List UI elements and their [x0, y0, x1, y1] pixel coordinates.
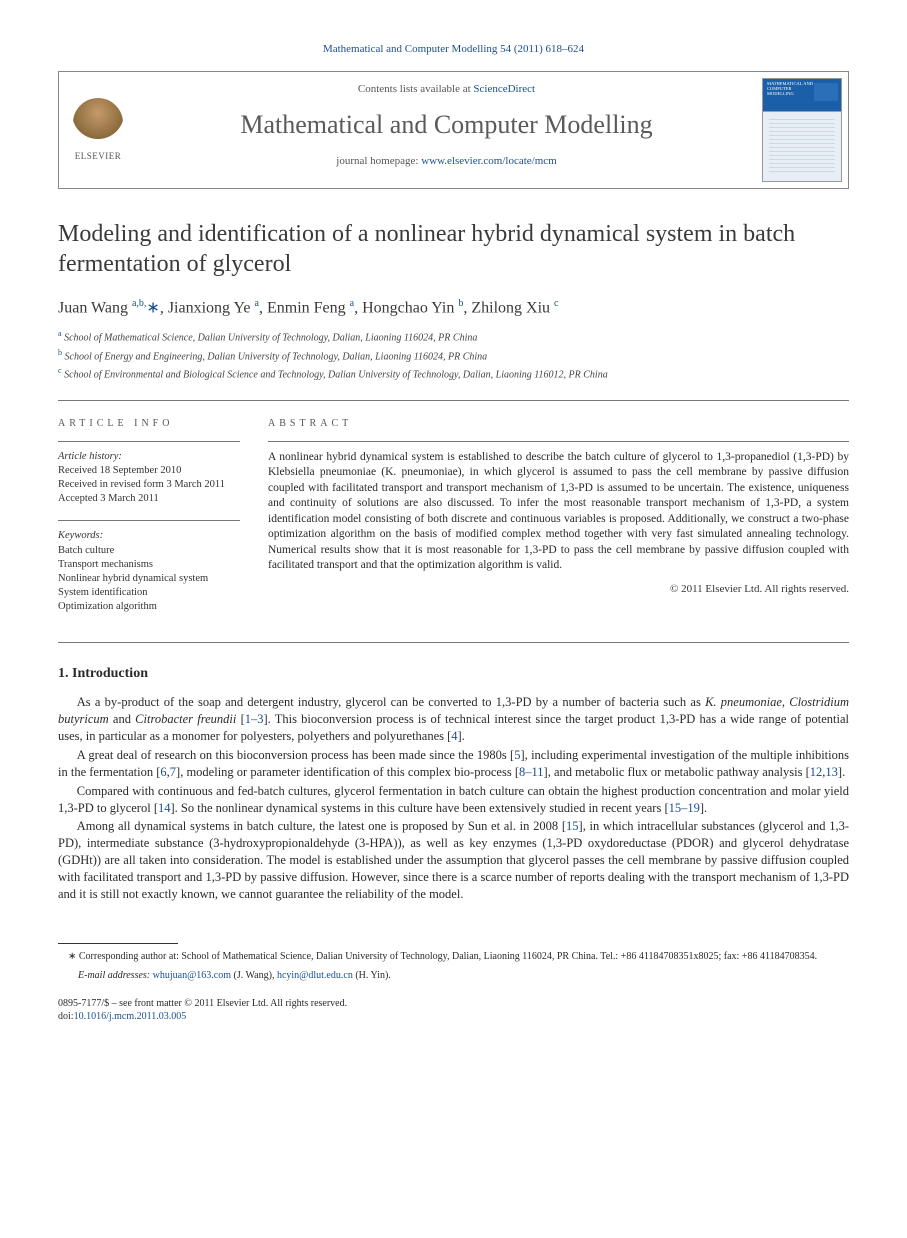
body-paragraph: As a by-product of the soap and detergen…	[58, 694, 849, 745]
author-list: Juan Wang a,b,∗, Jianxiong Ye a, Enmin F…	[58, 297, 849, 319]
affiliation-line: a School of Mathematical Science, Dalian…	[58, 329, 849, 345]
history-line: Accepted 3 March 2011	[58, 492, 240, 506]
publisher-logo-block: ELSEVIER	[59, 72, 137, 188]
homepage-line: journal homepage: www.elsevier.com/locat…	[145, 154, 748, 169]
contents-prefix: Contents lists available at	[358, 83, 473, 95]
doi-line: doi:10.1016/j.mcm.2011.03.005	[58, 1010, 849, 1024]
journal-cover-thumbnail: MATHEMATICAL AND COMPUTER MODELLING	[762, 78, 842, 182]
keyword-line: System identification	[58, 586, 240, 600]
abstract-column: ABSTRACT A nonlinear hybrid dynamical sy…	[268, 417, 849, 628]
keyword-line: Nonlinear hybrid dynamical system	[58, 572, 240, 586]
keyword-line: Transport mechanisms	[58, 558, 240, 572]
abstract-heading: ABSTRACT	[268, 417, 849, 431]
abstract-copyright: © 2011 Elsevier Ltd. All rights reserved…	[268, 582, 849, 597]
info-rule-2	[58, 520, 240, 521]
homepage-link[interactable]: www.elsevier.com/locate/mcm	[421, 155, 557, 167]
keyword-line: Optimization algorithm	[58, 600, 240, 614]
body-paragraph: A great deal of research on this bioconv…	[58, 747, 849, 781]
abstract-rule	[268, 441, 849, 442]
article-info-column: ARTICLE INFO Article history: Received 1…	[58, 417, 240, 628]
keyword-line: Batch culture	[58, 544, 240, 558]
section-heading: 1. Introduction	[58, 665, 849, 684]
history-label: Article history:	[58, 450, 240, 464]
abstract-text: A nonlinear hybrid dynamical system is e…	[268, 450, 849, 574]
email-link-1[interactable]: whujuan@163.com	[153, 970, 231, 981]
affiliation-line: b School of Energy and Engineering, Dali…	[58, 348, 849, 364]
info-abstract-row: ARTICLE INFO Article history: Received 1…	[58, 401, 849, 642]
divider-rule-2	[58, 642, 849, 643]
email-label: E-mail addresses:	[78, 970, 153, 981]
email-name-2: (H. Yin).	[353, 970, 391, 981]
article-history-block: Article history: Received 18 September 2…	[58, 450, 240, 507]
publisher-label: ELSEVIER	[75, 150, 122, 162]
running-citation: Mathematical and Computer Modelling 54 (…	[58, 42, 849, 57]
journal-header: ELSEVIER Contents lists available at Sci…	[58, 71, 849, 189]
affiliations-block: a School of Mathematical Science, Dalian…	[58, 329, 849, 382]
introduction-section: 1. Introduction As a by-product of the s…	[58, 665, 849, 902]
homepage-prefix: journal homepage:	[336, 155, 421, 167]
email-name-1: (J. Wang),	[231, 970, 277, 981]
journal-name: Mathematical and Computer Modelling	[145, 107, 748, 142]
email-footnote: E-mail addresses: whujuan@163.com (J. Wa…	[58, 969, 849, 983]
elsevier-tree-icon	[73, 98, 123, 148]
cover-thumbnail-block: MATHEMATICAL AND COMPUTER MODELLING	[756, 72, 848, 188]
history-line: Received 18 September 2010	[58, 464, 240, 478]
cover-title-text: MATHEMATICAL AND COMPUTER MODELLING	[767, 82, 815, 97]
body-paragraph: Among all dynamical systems in batch cul…	[58, 818, 849, 902]
history-line: Received in revised form 3 March 2011	[58, 478, 240, 492]
header-center: Contents lists available at ScienceDirec…	[137, 72, 756, 188]
doi-label: doi:	[58, 1011, 74, 1022]
keywords-label: Keywords:	[58, 529, 240, 543]
footnote-separator	[58, 943, 178, 944]
contents-available-line: Contents lists available at ScienceDirec…	[145, 82, 748, 97]
keywords-block: Keywords: Batch cultureTransport mechani…	[58, 529, 240, 614]
sciencedirect-link[interactable]: ScienceDirect	[473, 83, 535, 95]
doi-link[interactable]: 10.1016/j.mcm.2011.03.005	[74, 1011, 187, 1022]
info-rule	[58, 441, 240, 442]
body-paragraph: Compared with continuous and fed-batch c…	[58, 783, 849, 817]
article-info-heading: ARTICLE INFO	[58, 417, 240, 431]
corresponding-footnote: ∗ Corresponding author at: School of Mat…	[58, 950, 849, 964]
email-link-2[interactable]: hcyin@dlut.edu.cn	[277, 970, 353, 981]
front-matter-line: 0895-7177/$ – see front matter © 2011 El…	[58, 997, 849, 1011]
affiliation-line: c School of Environmental and Biological…	[58, 366, 849, 382]
front-matter-block: 0895-7177/$ – see front matter © 2011 El…	[58, 997, 849, 1024]
article-title: Modeling and identification of a nonline…	[58, 219, 849, 279]
